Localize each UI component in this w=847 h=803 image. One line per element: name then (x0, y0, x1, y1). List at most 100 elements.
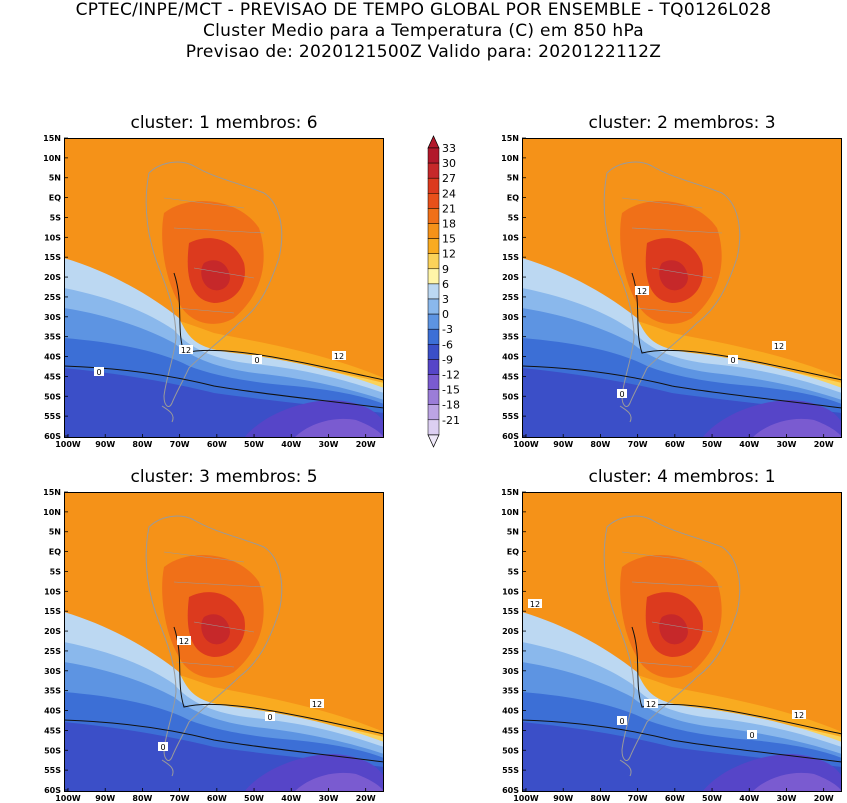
lat-tick-label: 40S (44, 353, 61, 362)
lat-tick-label: 10S (44, 233, 61, 242)
lat-tick-label: 45S (44, 372, 61, 381)
colorbar-swatch (427, 359, 440, 375)
contour-label-box (617, 389, 627, 398)
contour-label-box (332, 351, 346, 360)
map-panel-1: 0 0 12 12 (63, 137, 385, 439)
lon-tick-label: 100W (513, 794, 539, 803)
lon-tick-label: 60W (665, 794, 685, 803)
lat-tick-label: 5S (508, 567, 520, 576)
lat-tick-label: 5S (50, 567, 62, 576)
colorbar-swatch (427, 404, 440, 421)
header-line-3: Previsao de: 2020121500Z Valido para: 20… (185, 42, 662, 62)
lat-tick-label: 40S (502, 707, 519, 716)
colorbar-swatch (427, 283, 440, 300)
lat-tick-label: 50S (502, 392, 519, 401)
lat-tick-label: 5N (507, 528, 519, 537)
contour-label: 12 (334, 352, 344, 361)
colorbar-label: -18 (442, 399, 460, 412)
lon-tick-label: 50W (244, 794, 264, 803)
colorbar-swatch (427, 238, 440, 254)
contour-labels: 12 12 0 0 (158, 636, 324, 752)
lat-tick-label: 15S (502, 253, 519, 262)
colorbar-max-arrow (427, 135, 440, 149)
contour-label-box (792, 710, 806, 719)
lat-tick-label: 60S (502, 786, 519, 795)
contour-label: 0 (619, 717, 624, 726)
lon-tick-label: 90W (553, 440, 573, 449)
map-panel-2: 12 12 0 0 (521, 137, 843, 439)
contour-label-box (635, 286, 649, 295)
colorbar-swatch (427, 389, 440, 405)
colorbar-label: 33 (442, 142, 456, 155)
contour-label: 12 (774, 342, 784, 351)
lon-tick-label: 80W (132, 440, 152, 449)
lat-tick-label: 35S (502, 333, 519, 342)
lon-tick-label: 70W (628, 440, 648, 449)
colorbar-label: -6 (442, 338, 453, 351)
colorbar-label: -3 (442, 323, 453, 336)
lon-tick-label: 40W (281, 440, 301, 449)
lon-tick-label: 20W (356, 440, 376, 449)
lon-tick-label: 50W (702, 440, 722, 449)
lat-tick-label: 15N (43, 488, 61, 497)
contour-label: 12 (646, 700, 656, 709)
lat-tick-label: 10N (43, 154, 61, 163)
lon-tick-label: 90W (95, 440, 115, 449)
lat-tick-label: 20S (502, 627, 519, 636)
contour-label: 12 (312, 700, 322, 709)
colorbar-swatch (427, 298, 440, 315)
contour-label-box (310, 699, 324, 708)
contour-label: 12 (181, 346, 191, 355)
colorbar-label: 3 (442, 293, 449, 306)
contour-label: 12 (530, 600, 540, 609)
lat-tick-label: 35S (502, 687, 519, 696)
contour-label: 0 (749, 731, 754, 740)
contour-label: 12 (637, 287, 647, 296)
contour-label-box (644, 699, 658, 708)
colorbar-label: 0 (442, 308, 449, 321)
lat-tick-label: 50S (502, 746, 519, 755)
map-axes: 15N10N5NEQ5S10S15S20S25S30S35S40S45S50S5… (43, 134, 834, 803)
colorbar-label: 12 (442, 248, 456, 261)
lat-tick-label: 5N (49, 528, 61, 537)
contour-label: 0 (160, 743, 165, 752)
lon-tick-label: 40W (739, 440, 759, 449)
contour-label-box (158, 742, 168, 751)
lat-tick-label: 20S (44, 627, 61, 636)
lat-tick-label: 25S (502, 647, 519, 656)
lon-tick-label: 60W (207, 440, 227, 449)
colorbar-label: -9 (442, 353, 453, 366)
contour-label: 0 (730, 356, 735, 365)
contour-label-box (252, 355, 262, 364)
lon-tick-label: 70W (170, 440, 190, 449)
lat-tick-label: 10N (43, 508, 61, 517)
lon-tick-label: 100W (513, 440, 539, 449)
colorbar-label: 9 (442, 263, 449, 276)
contour-label: 0 (619, 390, 624, 399)
contour-label-box (94, 367, 104, 376)
lon-tick-label: 50W (244, 440, 264, 449)
panel-1-title: cluster: 1 membros: 6 (130, 113, 318, 133)
contour-labels: 12 12 12 0 0 (528, 599, 806, 740)
colorbar-swatch (427, 374, 440, 390)
lon-tick-label: 20W (814, 440, 834, 449)
lat-tick-label: 60S (44, 786, 61, 795)
lat-tick-label: 40S (44, 707, 61, 716)
panel-4-title: cluster: 4 membros: 1 (588, 467, 776, 487)
lon-tick-label: 90W (95, 794, 115, 803)
contour-labels: 12 12 0 0 (617, 286, 786, 399)
lon-tick-label: 70W (628, 794, 648, 803)
colorbar-label: 6 (442, 278, 449, 291)
lon-tick-label: 50W (702, 794, 722, 803)
lat-tick-label: 55S (502, 412, 519, 421)
lat-tick-label: 15S (502, 607, 519, 616)
lat-tick-label: 15N (501, 488, 519, 497)
lon-tick-label: 60W (665, 440, 685, 449)
colorbar-label: -12 (442, 369, 460, 382)
colorbar-swatch (427, 162, 440, 179)
lat-tick-label: 20S (44, 273, 61, 282)
colorbar-label: 30 (442, 157, 456, 170)
colorbar-swatch (427, 193, 440, 209)
contour-label: 12 (794, 711, 804, 720)
